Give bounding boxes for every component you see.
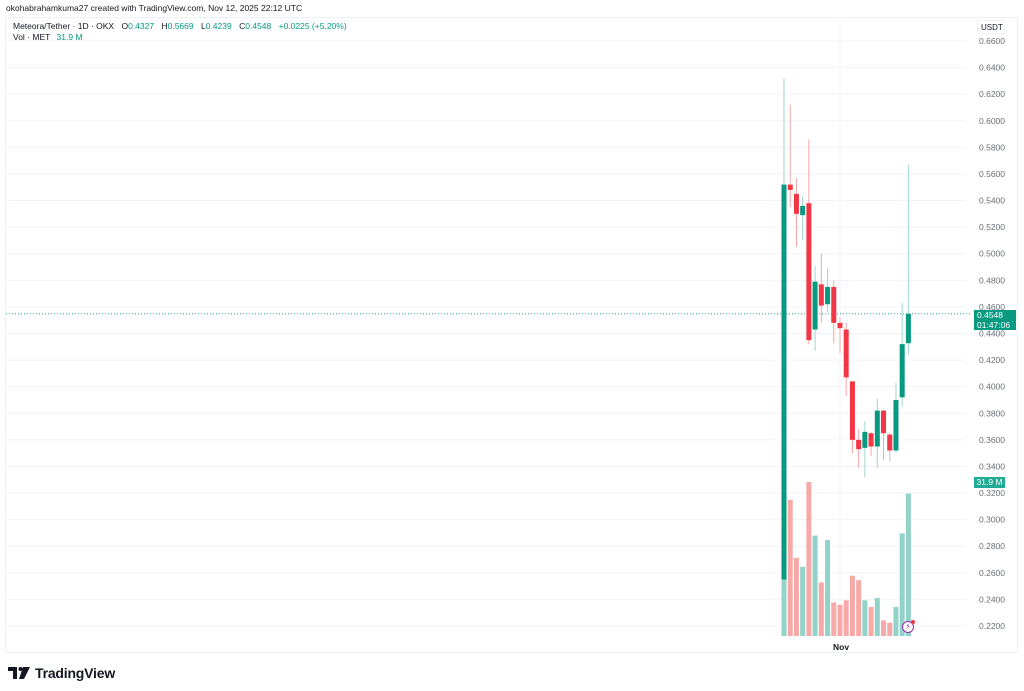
y-tick-label: 0.5200	[979, 222, 1005, 232]
volume-bar	[893, 606, 899, 636]
candle-body	[806, 203, 812, 341]
high-value: 0.5669	[167, 21, 194, 31]
volume-row: Vol · MET 31.9 M	[13, 32, 347, 43]
candle-body	[818, 284, 824, 306]
y-tick-label: 0.2600	[979, 568, 1005, 578]
candle-body	[899, 344, 905, 398]
close-value: 0.4548	[245, 21, 272, 31]
volume-bar	[837, 604, 843, 636]
y-tick-label: 0.4200	[979, 355, 1005, 365]
y-tick-label: 0.5400	[979, 196, 1005, 206]
candle-body	[781, 184, 787, 580]
y-tick-label: 0.4800	[979, 275, 1005, 285]
currency-button[interactable]: USDT	[977, 20, 1005, 34]
y-tick-label: 0.3400	[979, 461, 1005, 471]
volume-value: 31.9 M	[56, 32, 83, 42]
y-tick-label: 0.5600	[979, 169, 1005, 179]
y-tick-label: 0.3200	[979, 488, 1005, 498]
volume-bar	[849, 575, 855, 636]
y-tick-label: 0.3000	[979, 515, 1005, 525]
y-tick-label: 0.5800	[979, 142, 1005, 152]
candle-body	[862, 431, 868, 448]
volume-bar	[905, 493, 911, 636]
candle-body	[881, 410, 887, 434]
candle-body	[874, 410, 880, 447]
candle-body	[868, 433, 874, 447]
y-tick-label: 0.6200	[979, 89, 1005, 99]
notification-dot	[911, 620, 915, 624]
tradingview-logo[interactable]: TradingView	[8, 665, 115, 681]
candle-body	[849, 381, 855, 440]
symbol-label[interactable]: Meteora/Tether · 1D · OKX	[13, 21, 115, 31]
chart-pane[interactable]	[5, 17, 1018, 653]
candle-body	[837, 322, 843, 329]
candle-body	[831, 286, 837, 323]
volume-bar	[881, 620, 887, 636]
volume-tag: 31.9 M	[974, 477, 1005, 488]
candle-body	[893, 399, 899, 451]
volume-bar	[874, 598, 880, 636]
bar-countdown: 01:47:06	[977, 319, 1011, 330]
low-label: L	[200, 21, 206, 31]
y-tick-label: 0.2400	[979, 594, 1005, 604]
y-tick-label: 0.3600	[979, 435, 1005, 445]
ohlc-row: Meteora/Tether · 1D · OKX O0.4327 H0.566…	[13, 21, 347, 32]
y-tick-label: 0.4600	[979, 302, 1005, 312]
volume-bar	[887, 622, 893, 636]
candle-body	[800, 205, 806, 216]
candle-body	[856, 439, 862, 450]
open-label: O	[121, 21, 129, 31]
candle-body	[905, 313, 911, 344]
y-tick-label: 0.6400	[979, 63, 1005, 73]
y-tick-label: 0.3800	[979, 408, 1005, 418]
candle-body	[812, 281, 818, 330]
y-tick-label: 0.2800	[979, 541, 1005, 551]
volume-bar	[793, 557, 799, 636]
volume-bar	[818, 582, 824, 636]
candle-body	[793, 193, 799, 214]
volume-bar	[856, 580, 862, 636]
volume-bar	[800, 566, 806, 636]
y-tick-label: 0.6600	[979, 36, 1005, 46]
low-value: 0.4239	[205, 21, 232, 31]
candle-body	[843, 329, 849, 378]
y-tick-label: 0.6000	[979, 116, 1005, 126]
y-tick-label: 0.4000	[979, 382, 1005, 392]
brand-name: TradingView	[35, 665, 116, 681]
chart-credit: okohabrahamkuma27 created with TradingVi…	[6, 3, 303, 13]
candle-body	[887, 434, 893, 451]
y-tick-label: 0.5000	[979, 249, 1005, 259]
y-tick-label: 0.4400	[979, 329, 1005, 339]
x-tick-label: Nov	[833, 642, 849, 652]
volume-bar	[899, 533, 905, 636]
volume-bar	[825, 540, 831, 636]
chart-legend: Meteora/Tether · 1D · OKX O0.4327 H0.566…	[13, 21, 347, 43]
volume-bar	[862, 600, 868, 636]
current-price-tag: 0.4548 01:47:06	[974, 310, 1016, 330]
current-price: 0.4548	[977, 310, 1003, 320]
y-tick-label: 0.2200	[979, 621, 1005, 631]
high-label: H	[161, 21, 168, 31]
lightning-event-icon[interactable]: ⚡	[902, 620, 915, 633]
volume-bar	[812, 535, 818, 636]
candle-body	[787, 184, 793, 190]
volume-bar	[831, 602, 837, 636]
candle-body	[825, 286, 831, 305]
volume-label[interactable]: Vol · MET	[13, 32, 51, 42]
close-label: C	[239, 21, 246, 31]
volume-bar	[787, 499, 793, 636]
tradingview-logo-icon	[8, 667, 30, 679]
volume-bar	[843, 600, 849, 636]
volume-bar	[868, 606, 874, 636]
change-value: +0.0225 (+5.20%)	[278, 21, 347, 31]
open-value: 0.4327	[128, 21, 155, 31]
volume-bar	[806, 482, 812, 636]
